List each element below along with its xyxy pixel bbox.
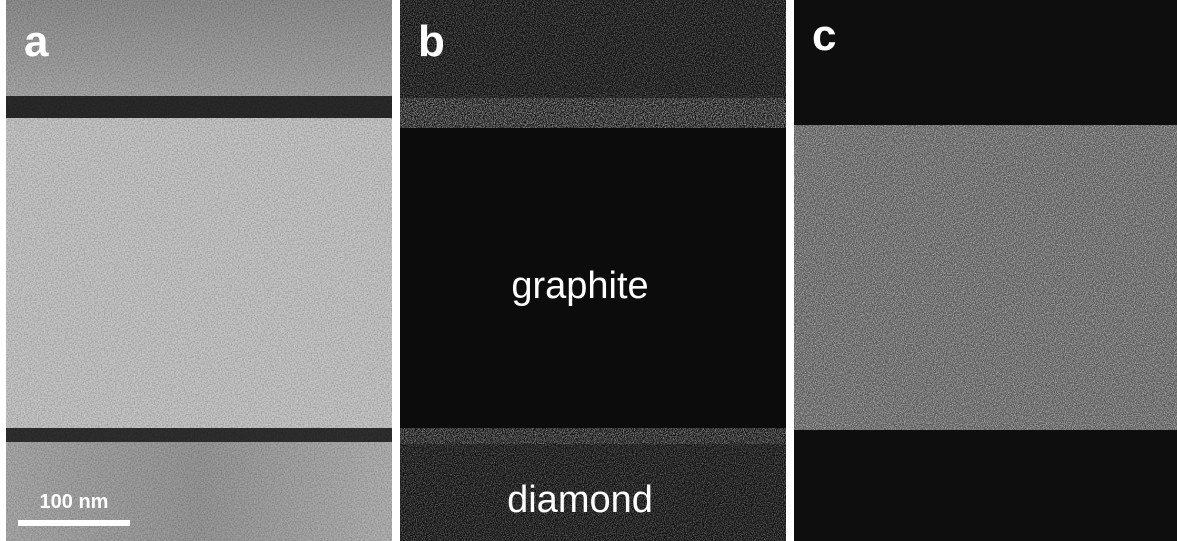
scale-bar-label: 100 nm [40,491,109,513]
bright-band [400,98,786,128]
panel-b: b graphite diamond [400,0,786,541]
panel-c: c [794,0,1177,541]
texture [6,0,392,541]
scale-bar [18,520,130,526]
bottom-region [400,444,786,541]
annotation: diamond [507,479,653,521]
panel-a: a 100 nm [6,0,392,541]
panel-label: c [812,11,836,60]
panel-label: b [418,17,445,66]
panel-label: a [24,17,49,66]
top-region [400,0,786,98]
annotation: graphite [511,265,648,307]
bright-band [400,428,786,444]
texture [794,125,1177,430]
